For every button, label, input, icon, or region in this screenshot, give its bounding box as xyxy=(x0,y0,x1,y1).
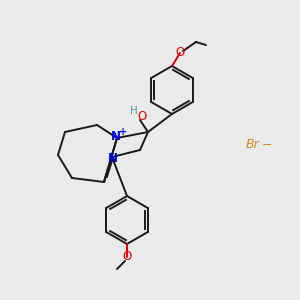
Text: N: N xyxy=(111,130,121,143)
Text: H: H xyxy=(130,106,138,116)
Text: Br: Br xyxy=(246,139,260,152)
Text: O: O xyxy=(122,250,132,263)
Text: N: N xyxy=(108,152,118,166)
Text: −: − xyxy=(262,139,272,152)
Text: +: + xyxy=(119,127,127,137)
Text: O: O xyxy=(137,110,147,122)
Text: O: O xyxy=(176,46,184,59)
